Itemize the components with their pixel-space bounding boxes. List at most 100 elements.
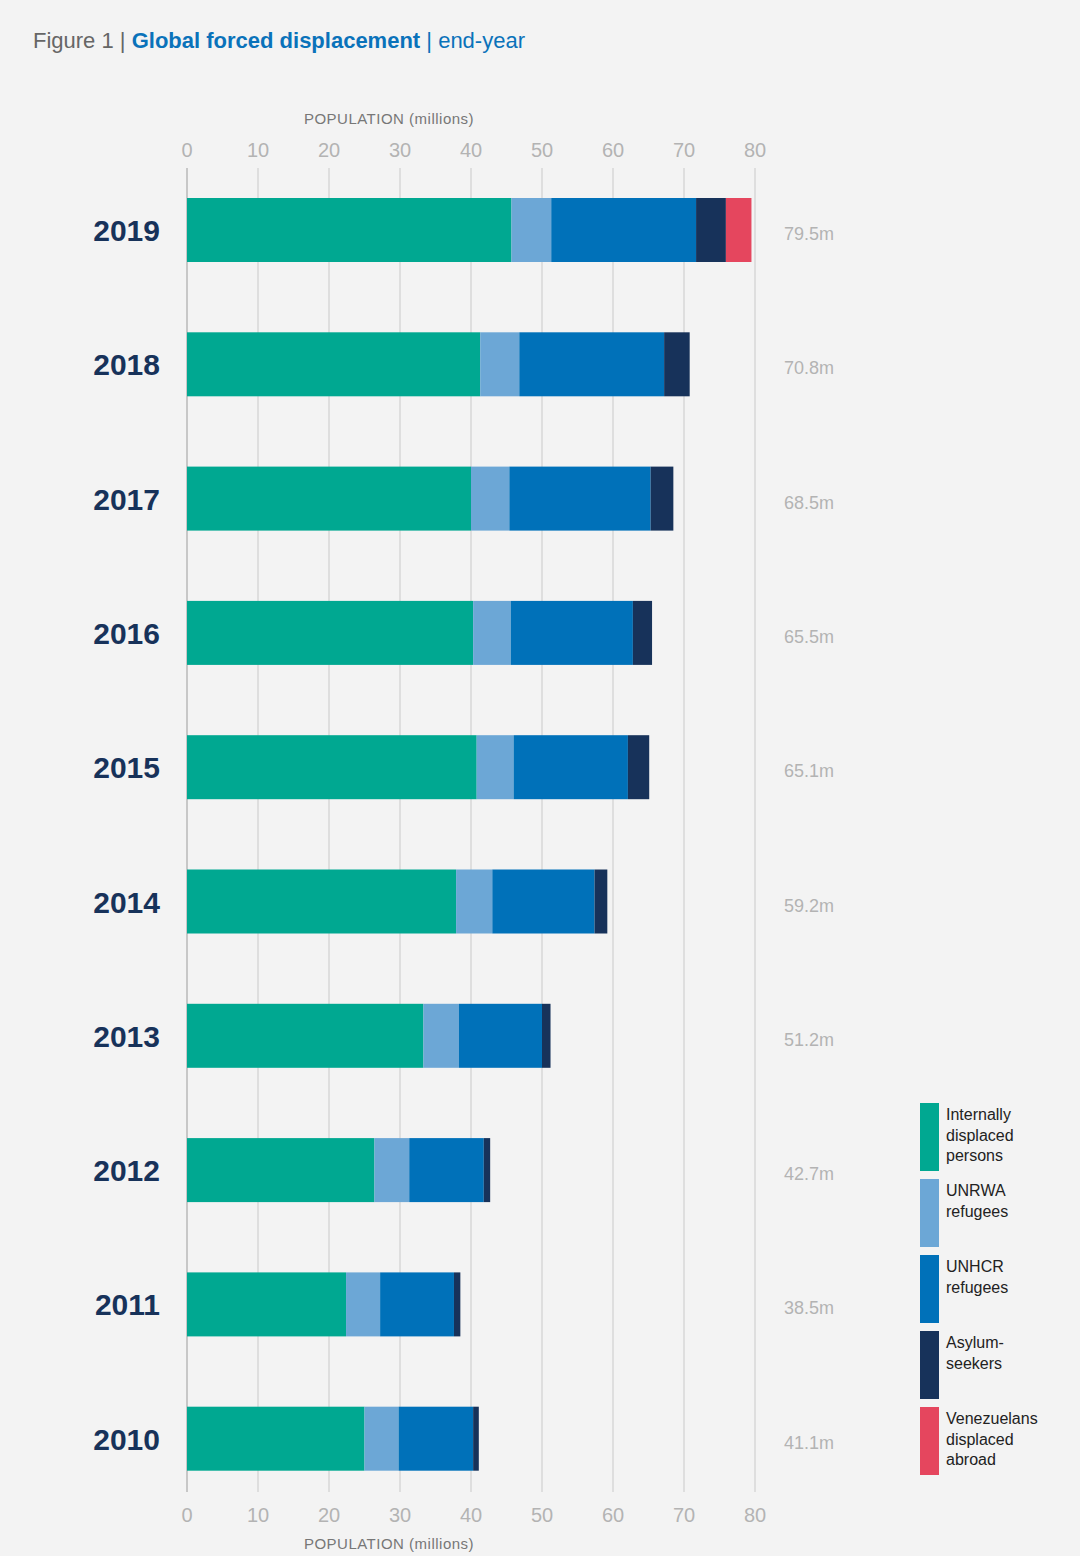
- bar-segment: [187, 601, 473, 665]
- bar-segment: [511, 601, 633, 665]
- tick-label: 70: [673, 139, 695, 161]
- bar-segment: [456, 870, 492, 934]
- bar-segment: [346, 1272, 380, 1336]
- tick-label: 50: [531, 1504, 553, 1526]
- total-label: 38.5m: [784, 1298, 834, 1318]
- legend-label: UNRWA refugees: [946, 1181, 1056, 1222]
- bar-segment: [399, 1407, 474, 1471]
- legend-label: Venezuelans displaced abroad: [946, 1409, 1056, 1471]
- bar-segment: [423, 1004, 459, 1068]
- tick-label: 80: [744, 139, 766, 161]
- tick-label: 10: [247, 1504, 269, 1526]
- bar-segment: [473, 601, 511, 665]
- tick-label: 70: [673, 1504, 695, 1526]
- bar-segment: [664, 332, 690, 396]
- bar-segment: [514, 735, 628, 799]
- legend-item: UNHCR refugees: [920, 1255, 1070, 1331]
- bar-segment: [511, 198, 551, 262]
- total-label: 68.5m: [784, 493, 834, 513]
- bar-segment: [595, 870, 608, 934]
- tick-label: 50: [531, 139, 553, 161]
- bar-segment: [509, 467, 650, 531]
- bar-segment: [365, 1407, 399, 1471]
- title: Global forced displacement: [132, 28, 421, 53]
- category-label: 2012: [93, 1154, 160, 1187]
- category-label: 2015: [93, 751, 160, 784]
- legend-item: Asylum-seekers: [920, 1331, 1070, 1407]
- tick-label: 20: [318, 1504, 340, 1526]
- tick-label: 40: [460, 139, 482, 161]
- subtitle: | end-year: [426, 28, 525, 53]
- tick-label: 10: [247, 139, 269, 161]
- legend-swatch: [920, 1255, 939, 1323]
- total-label: 51.2m: [784, 1030, 834, 1050]
- bar-segment: [187, 735, 477, 799]
- axis-label: POPULATION (millions): [304, 1535, 474, 1552]
- title-block: Figure 1 | Global forced displacement | …: [33, 28, 525, 54]
- bar-segment: [484, 1138, 490, 1202]
- bar-segment: [696, 198, 726, 262]
- grid-line: [755, 168, 756, 1492]
- legend-item: UNRWA refugees: [920, 1179, 1070, 1255]
- tick-label: 60: [602, 1504, 624, 1526]
- tick-label: 30: [389, 1504, 411, 1526]
- axis-label: POPULATION (millions): [304, 110, 474, 127]
- bar-segment: [651, 467, 674, 531]
- category-label: 2018: [93, 348, 160, 381]
- category-label: 2010: [93, 1423, 160, 1456]
- bar-segment: [187, 870, 456, 934]
- legend-label: Asylum-seekers: [946, 1333, 1056, 1374]
- bar-segment: [380, 1272, 454, 1336]
- bar-segment: [459, 1004, 542, 1068]
- category-label: 2017: [93, 483, 160, 516]
- bars: [187, 198, 751, 1471]
- legend-swatch: [920, 1179, 939, 1247]
- bar-segment: [187, 198, 511, 262]
- bar-segment: [551, 198, 696, 262]
- tick-label: 0: [181, 139, 192, 161]
- legend-swatch: [920, 1331, 939, 1399]
- total-label: 65.1m: [784, 761, 834, 781]
- tick-label: 0: [181, 1504, 192, 1526]
- category-label: 2016: [93, 617, 160, 650]
- figure-label: Figure 1 |: [33, 28, 126, 53]
- legend: Internally displaced persons UNRWA refuge…: [920, 1103, 1070, 1483]
- grid: [187, 168, 755, 1492]
- total-label: 65.5m: [784, 627, 834, 647]
- bar-segment: [628, 735, 649, 799]
- total-label: 70.8m: [784, 358, 834, 378]
- total-label: 41.1m: [784, 1433, 834, 1453]
- tick-label: 20: [318, 139, 340, 161]
- legend-item: Internally displaced persons: [920, 1103, 1070, 1179]
- legend-label: Internally displaced persons: [946, 1105, 1056, 1167]
- bar-segment: [492, 870, 594, 934]
- bar-segment: [187, 1004, 423, 1068]
- bar-segment: [187, 1138, 374, 1202]
- bar-segment: [454, 1272, 460, 1336]
- category-label: 2019: [93, 214, 160, 247]
- tick-label: 30: [389, 139, 411, 161]
- bar-segment: [473, 1407, 479, 1471]
- legend-item: Venezuelans displaced abroad: [920, 1407, 1070, 1483]
- bar-segment: [726, 198, 752, 262]
- total-label: 79.5m: [784, 224, 834, 244]
- total-label: 59.2m: [784, 896, 834, 916]
- bar-segment: [633, 601, 652, 665]
- legend-label: UNHCR refugees: [946, 1257, 1056, 1298]
- chart: 0010102020303040405050606070708080POPULA…: [0, 0, 1080, 1556]
- bar-segment: [542, 1004, 551, 1068]
- tick-label: 40: [460, 1504, 482, 1526]
- tick-label: 80: [744, 1504, 766, 1526]
- bar-segment: [187, 467, 471, 531]
- legend-swatch: [920, 1407, 939, 1475]
- bar-segment: [187, 1407, 365, 1471]
- total-label: 42.7m: [784, 1164, 834, 1184]
- legend-swatch: [920, 1103, 939, 1171]
- bar-segment: [471, 467, 509, 531]
- bar-segment: [374, 1138, 409, 1202]
- category-label: 2013: [93, 1020, 160, 1053]
- bar-segment: [480, 332, 519, 396]
- bar-segment: [187, 1272, 346, 1336]
- category-label: 2011: [95, 1288, 160, 1321]
- category-label: 2014: [93, 886, 160, 919]
